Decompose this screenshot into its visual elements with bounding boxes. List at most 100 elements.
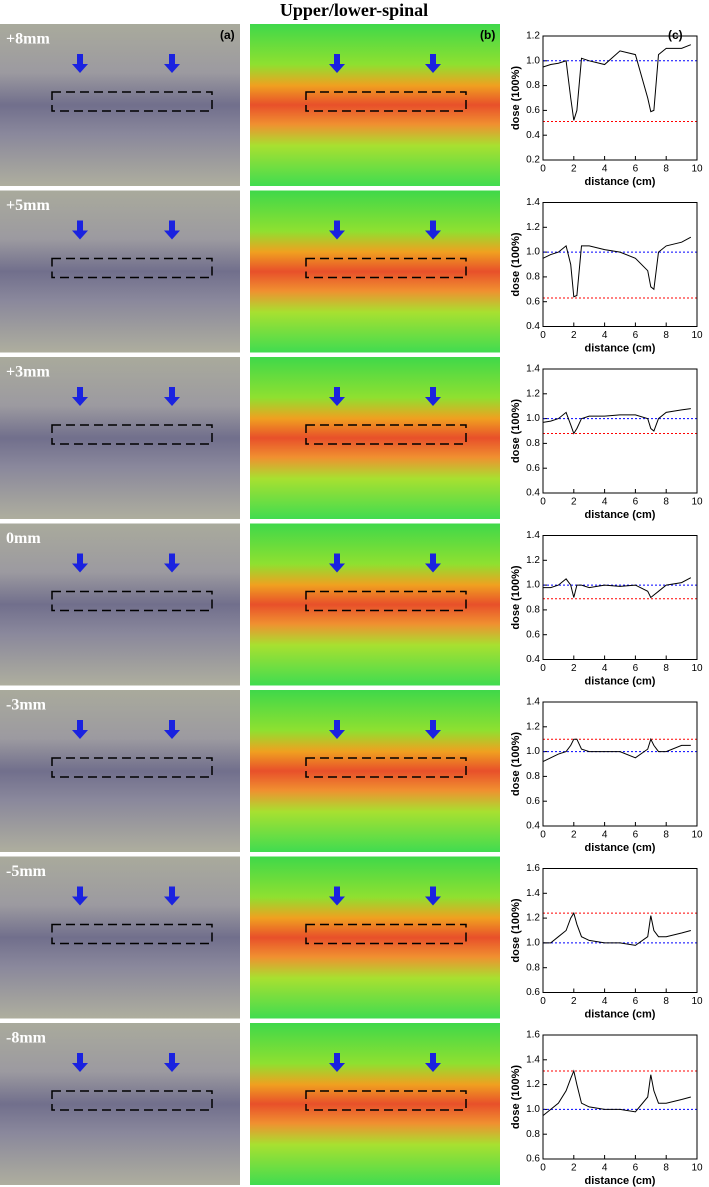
- plot-frame: [542, 535, 698, 660]
- dashed-roi: [51, 424, 213, 445]
- y-axis-label: dose (100%): [510, 232, 522, 297]
- arrow: [425, 886, 441, 906]
- y-tick-label: 0.6: [526, 463, 540, 474]
- plot-frame: [542, 701, 698, 827]
- x-tick-label: 10: [691, 164, 703, 175]
- arrow: [425, 54, 441, 73]
- y-tick-label: 0.8: [526, 962, 540, 973]
- arrow: [425, 220, 441, 240]
- arrow: [72, 553, 88, 573]
- y-tick-label: 1.6: [526, 1030, 540, 1041]
- dose-map: [250, 523, 500, 686]
- x-tick-label: 4: [602, 996, 608, 1007]
- arrow: [72, 886, 88, 906]
- dose-map: [250, 24, 500, 186]
- y-tick-label: 0.8: [526, 1129, 540, 1140]
- y-axis-label: dose (100%): [510, 399, 522, 464]
- y-tick-label: 0.8: [526, 771, 540, 782]
- arrow: [72, 387, 88, 406]
- y-tick-label: 1.4: [526, 888, 540, 899]
- arrow: [164, 387, 180, 406]
- row-label: 0mm: [6, 530, 41, 547]
- y-tick-label: 0.8: [526, 438, 540, 449]
- y-tick-label: 1.0: [526, 413, 540, 424]
- arrow: [329, 720, 345, 739]
- dashed-roi: [305, 257, 467, 279]
- y-tick-label: 0.8: [526, 272, 540, 283]
- plot-frame: [542, 868, 698, 993]
- y-tick-label: 1.2: [526, 388, 540, 399]
- y-axis-label: dose (100%): [510, 732, 522, 797]
- x-axis-label: distance (cm): [585, 675, 656, 687]
- arrow: [329, 387, 345, 406]
- x-tick-label: 4: [602, 497, 608, 508]
- dashed-roi: [305, 757, 467, 778]
- dose-profile: [542, 44, 692, 121]
- y-tick-label: 0.4: [526, 654, 540, 665]
- x-tick-label: 2: [571, 996, 577, 1007]
- dose-profile: [543, 577, 692, 599]
- arrow: [329, 1053, 345, 1072]
- x-tick-label: 8: [663, 164, 669, 175]
- y-tick-label: 1.0: [526, 746, 540, 757]
- dashed-roi: [305, 91, 467, 112]
- dose-profile: [542, 737, 691, 762]
- row-label: -5mm: [6, 863, 47, 880]
- y-tick-label: 0.6: [526, 1154, 540, 1165]
- x-tick-label: 2: [571, 164, 577, 175]
- dose-profile: [543, 911, 691, 946]
- x-axis-label: distance (cm): [585, 1175, 656, 1187]
- x-tick-label: 6: [633, 663, 639, 674]
- y-axis-label: dose (100%): [510, 66, 522, 131]
- x-tick-label: 8: [663, 830, 669, 841]
- x-axis-label: distance (cm): [585, 1008, 656, 1020]
- film-image: [0, 523, 240, 686]
- x-tick-label: 6: [633, 1163, 639, 1174]
- dose-map: [250, 690, 500, 852]
- x-tick-label: 4: [602, 830, 608, 841]
- x-tick-label: 10: [691, 830, 703, 841]
- x-tick-label: 6: [633, 497, 639, 508]
- plot-frame: [542, 35, 698, 161]
- arrow: [72, 54, 88, 73]
- row-label: -3mm: [6, 697, 47, 714]
- x-tick-label: 4: [602, 330, 608, 341]
- arrow: [425, 387, 441, 406]
- x-tick-label: 10: [691, 996, 703, 1007]
- dashed-roi: [305, 1090, 467, 1111]
- arrow: [164, 54, 180, 73]
- film-image: [0, 190, 240, 353]
- x-tick-label: 0: [540, 497, 546, 508]
- dose-profile: [542, 236, 692, 298]
- film-image: [0, 856, 240, 1019]
- x-tick-label: 8: [663, 330, 669, 341]
- y-axis-label: dose (100%): [510, 565, 522, 630]
- x-tick-label: 6: [633, 996, 639, 1007]
- y-tick-label: 1.0: [526, 1104, 540, 1115]
- x-tick-label: 8: [663, 663, 669, 674]
- arrow: [164, 720, 180, 739]
- dose-map: [250, 190, 500, 353]
- y-tick-label: 0.4: [526, 130, 540, 141]
- y-tick-label: 1.0: [526, 247, 540, 258]
- x-tick-label: 4: [602, 663, 608, 674]
- y-tick-label: 1.4: [526, 530, 540, 541]
- y-tick-label: 0.8: [526, 80, 540, 91]
- y-tick-label: 0.8: [526, 605, 540, 616]
- x-tick-label: 8: [663, 996, 669, 1007]
- y-axis-label: dose (100%): [510, 1065, 522, 1130]
- arrow: [72, 720, 88, 739]
- x-tick-label: 10: [691, 1163, 703, 1174]
- dashed-roi: [305, 424, 467, 445]
- y-tick-label: 0.6: [526, 796, 540, 807]
- arrow: [164, 553, 180, 573]
- dashed-roi: [51, 590, 213, 612]
- y-tick-label: 1.0: [526, 55, 540, 66]
- y-tick-label: 1.2: [526, 222, 540, 233]
- row-label: +3mm: [6, 364, 50, 381]
- y-tick-label: 1.2: [526, 721, 540, 732]
- arrow: [329, 54, 345, 73]
- arrow: [72, 220, 88, 240]
- y-tick-label: 1.4: [526, 1054, 540, 1065]
- x-tick-label: 4: [602, 164, 608, 175]
